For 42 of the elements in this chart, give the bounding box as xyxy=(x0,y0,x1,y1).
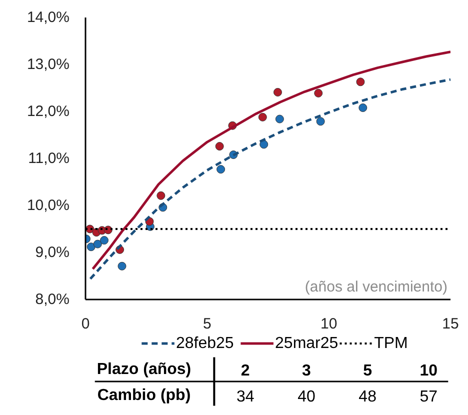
data-label: 40 xyxy=(298,388,316,406)
category-label: 3 xyxy=(302,362,312,380)
text: Cambio (pb) xyxy=(97,386,191,404)
point xyxy=(100,236,108,245)
point xyxy=(275,114,284,124)
line-series xyxy=(92,50,450,270)
point xyxy=(273,88,282,96)
y-tick-label: 12,0% xyxy=(26,103,70,120)
point xyxy=(86,242,96,252)
point xyxy=(356,78,365,86)
legend-label: TPM xyxy=(374,335,408,352)
x-tick-label: 15 xyxy=(442,316,459,332)
y-tick-label: 11,0% xyxy=(28,150,70,167)
category-label: 10 xyxy=(420,362,438,380)
y-tick-label: 8,0% xyxy=(35,291,70,308)
point xyxy=(358,104,368,112)
y-tick-label: 14,0% xyxy=(26,9,70,26)
point xyxy=(118,262,126,270)
point xyxy=(156,191,166,200)
category-label: 2 xyxy=(240,362,250,380)
y-tick-label: 13,0% xyxy=(26,56,70,73)
data-label: 48 xyxy=(358,388,377,406)
category-label: 5 xyxy=(363,362,372,380)
point xyxy=(314,88,323,98)
point xyxy=(316,117,325,126)
y-tick-label: 10,0% xyxy=(26,197,70,214)
point xyxy=(93,240,102,248)
point xyxy=(260,140,268,149)
x-tick-label: 5 xyxy=(202,316,212,332)
annotation: (años al vencimiento) xyxy=(304,278,448,296)
line-series xyxy=(89,78,450,280)
point xyxy=(215,142,224,151)
point xyxy=(216,165,226,174)
legend-label: 25mar25 xyxy=(275,335,338,352)
text: Plazo (años) xyxy=(96,360,192,378)
y-tick-label: 9,0% xyxy=(35,244,70,261)
legend-label: 28feb25 xyxy=(176,335,234,352)
x-tick-label: 0 xyxy=(81,316,90,332)
data-label: 34 xyxy=(236,388,254,406)
point xyxy=(258,112,267,122)
x-tick-label: 10 xyxy=(320,316,338,332)
data-label: 57 xyxy=(420,388,438,406)
